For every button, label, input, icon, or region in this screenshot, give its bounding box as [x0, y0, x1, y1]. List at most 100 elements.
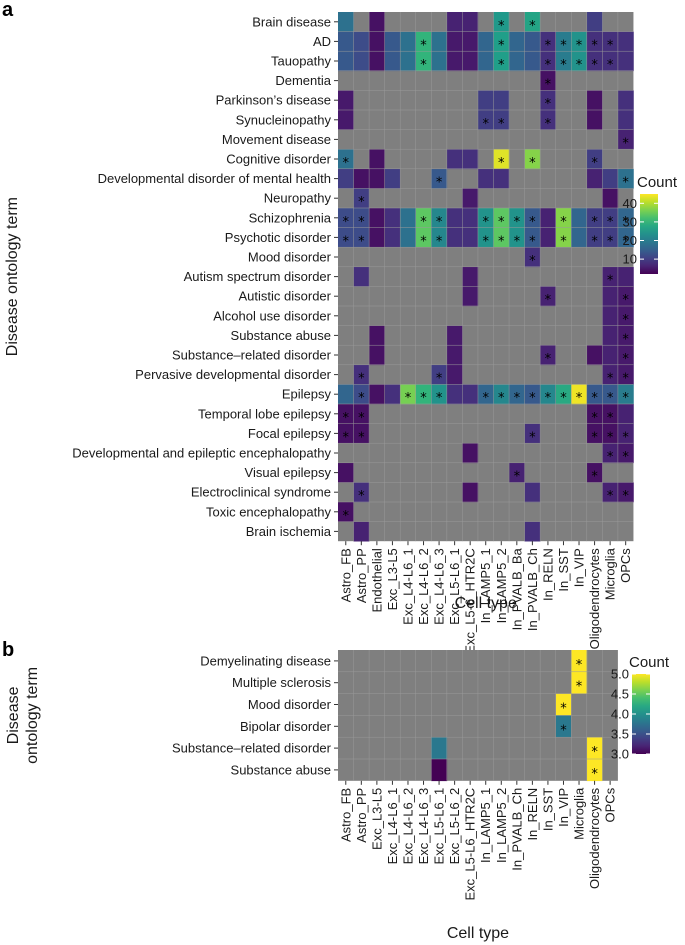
panel-a-significance-star: * — [358, 195, 365, 210]
panel-a-ytick-label: Epilepsy — [282, 387, 332, 402]
panel-a-cell — [400, 227, 417, 248]
panel-a-cell — [586, 208, 603, 228]
panel-a-cell — [493, 227, 510, 248]
panel-a-significance-star: * — [498, 234, 505, 249]
panel-a-significance-star: * — [482, 215, 489, 230]
panel-a-cell — [431, 208, 448, 228]
panel-a-ytick-label: Schizophrenia — [249, 210, 332, 225]
panel-a-significance-star: * — [607, 489, 614, 504]
panel-a-cell — [369, 325, 385, 346]
panel-a-cell — [524, 521, 541, 542]
panel-a-significance-star: * — [545, 293, 552, 308]
panel-a-cell — [446, 12, 463, 32]
panel-a-cell — [369, 12, 385, 32]
panel-b-xtick-label: Exc_L4-L6_1 — [385, 788, 400, 865]
panel-a-cell — [493, 31, 510, 52]
panel-a-cell — [353, 482, 370, 503]
panel-a-significance-star: * — [622, 450, 629, 465]
panel-a-significance-star: * — [358, 391, 365, 406]
panel-a-cell — [338, 384, 354, 405]
panel-a-significance-star: * — [622, 176, 629, 191]
panel-a-cell — [462, 208, 479, 228]
panel-a-cell — [462, 51, 479, 72]
panel-a-cell — [415, 227, 432, 248]
panel-a-cell — [462, 12, 479, 32]
panel-a-cell — [338, 51, 354, 72]
panel-a-cell — [617, 345, 634, 366]
panel-a-cell — [617, 90, 634, 111]
panel-a-significance-star: * — [622, 136, 629, 151]
panel-a-significance-star: * — [545, 78, 552, 93]
panel-a-cell — [524, 482, 541, 503]
panel-a-significance-star: * — [622, 430, 629, 445]
panel-b-ytick-label: Bipolar disorder — [240, 719, 332, 734]
panel-b-xtick-label: Exc_L5-L6_2 — [447, 788, 462, 865]
panel-a-cell — [353, 384, 370, 405]
panel-a-cell — [602, 306, 619, 326]
panel-a-significance-star: * — [622, 372, 629, 387]
panel-a-legend-tick-label: 30 — [623, 214, 637, 229]
panel-a-cell — [540, 90, 556, 111]
panel-a-cell — [415, 384, 432, 405]
panel-a-cell — [586, 384, 603, 405]
panel-b-legend-tick-label: 3.0 — [611, 747, 629, 762]
panel-a-significance-star: * — [576, 58, 583, 73]
panel-a-significance-star: * — [343, 234, 350, 249]
panel-a-ytick-label: Autistic disorder — [239, 289, 332, 304]
panel-a-significance-star: * — [482, 391, 489, 406]
panel-a-legend-colorbar — [640, 194, 658, 274]
panel-a-cell — [384, 168, 401, 189]
panel-a-cell — [602, 168, 619, 189]
panel-b-xtick-label: In_VIP — [556, 788, 571, 827]
panel-a-cell — [384, 208, 401, 228]
panel-b-xtick-label: Astro_FB — [338, 788, 353, 842]
panel-a-significance-star: * — [529, 430, 536, 445]
panel-a-xtick-label: Exc_L4-L6_1 — [400, 548, 415, 625]
panel-a-cell — [602, 51, 619, 72]
panel-a-cell — [353, 423, 370, 444]
panel-a-cell — [446, 31, 463, 52]
panel-a-cell — [353, 168, 370, 189]
panel-a-significance-star: * — [436, 391, 443, 406]
panel-a-cell — [462, 443, 479, 464]
panel-a-cell — [446, 227, 463, 248]
panel-a-cell — [524, 423, 541, 444]
panel-a-significance-star: * — [545, 38, 552, 53]
panel-a-legend-title: Count — [637, 174, 678, 191]
panel-a-xtick-label: Astro_FB — [338, 548, 353, 602]
panel-a-ytick-label: Psychotic disorder — [225, 230, 332, 245]
panel-a-cell — [586, 110, 603, 130]
panel-a-cell — [586, 51, 603, 72]
panel-a-legend-tick-label: 20 — [623, 233, 637, 248]
panel-a-cell — [462, 227, 479, 248]
panel-a-cell — [431, 384, 448, 405]
panel-b-xtick-label: Astro_PP — [354, 788, 369, 843]
panel-a-significance-star: * — [607, 430, 614, 445]
panel-a-cell — [571, 227, 588, 248]
panel-a-cell — [493, 168, 510, 189]
panel-a-significance-star: * — [436, 234, 443, 249]
panel-a-cell — [617, 306, 634, 326]
panel-a-ytick-label: Temporal lobe epilepsy — [198, 406, 331, 421]
panel-a-ytick-label: Synucleinopathy — [236, 112, 332, 127]
panel-a-cell — [524, 384, 541, 405]
panel-a-cell — [540, 208, 556, 228]
panel-a-significance-star: * — [529, 254, 536, 269]
panel-a-cell — [524, 51, 541, 72]
panel-b-significance-star: * — [560, 723, 567, 738]
panel-a-significance-star: * — [622, 391, 629, 406]
panel-a-cell — [338, 149, 354, 170]
panel-a-cell — [446, 364, 463, 385]
panel-a-cell — [571, 51, 588, 72]
panel-a-cell — [462, 482, 479, 503]
panel-a-significance-star: * — [545, 97, 552, 112]
panel-a-cell — [509, 208, 525, 228]
panel-a-cell — [384, 31, 401, 52]
panel-a-cell — [369, 384, 385, 405]
panel-a-ytick-label: Cognitive disorder — [226, 152, 331, 167]
panel-b-xtick-label: Exc_L5-L6_HTR2C — [463, 788, 478, 901]
panel-a-significance-star: * — [405, 391, 412, 406]
panel-a-significance-star: * — [343, 156, 350, 171]
panel-a-cell — [617, 443, 634, 464]
panel-b-significance-star: * — [591, 767, 598, 782]
